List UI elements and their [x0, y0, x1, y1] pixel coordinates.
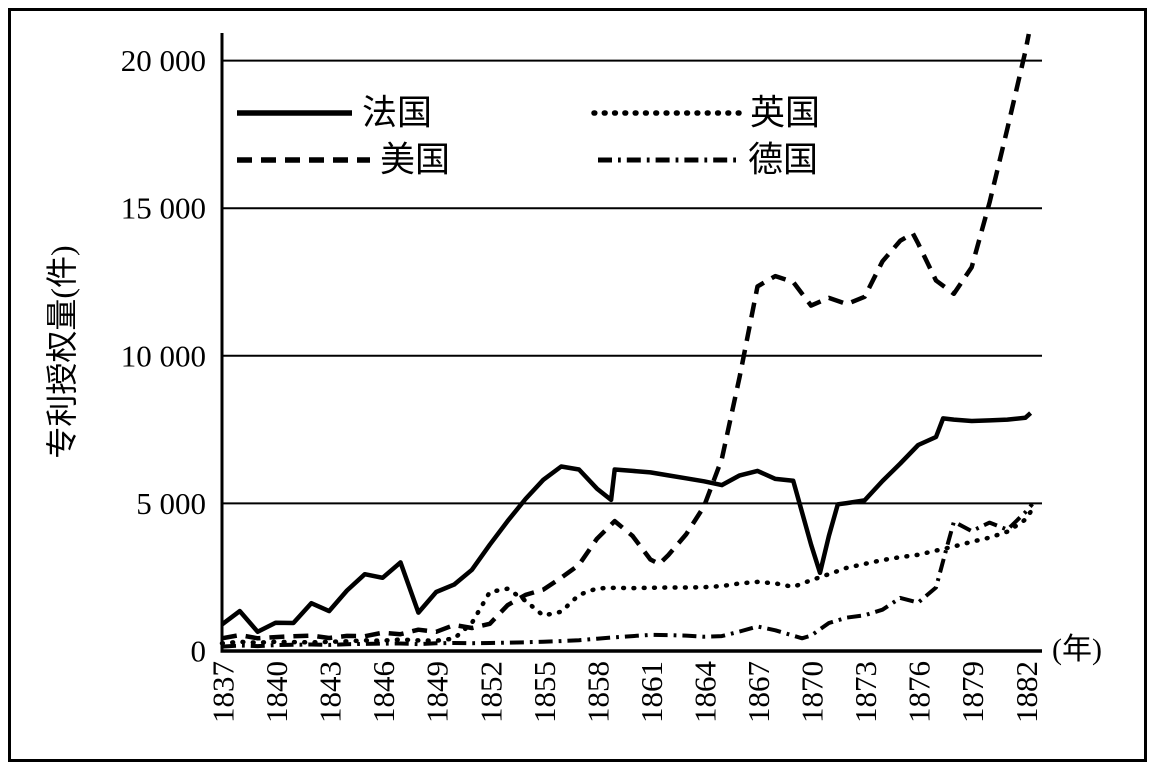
y-tick-label: 5 000	[136, 486, 206, 521]
legend-label: 英国	[750, 94, 820, 133]
x-tick-label: 1837	[206, 661, 241, 723]
x-tick-label: 1867	[741, 661, 776, 723]
x-tick-label: 1879	[955, 661, 990, 723]
x-tick-label: 1858	[580, 661, 615, 723]
x-tick-label: 1882	[1009, 661, 1044, 723]
x-tick-label: 1852	[473, 661, 508, 723]
y-axis-title: 专利授权量(件)	[44, 245, 80, 458]
x-axis-unit-label: (年)	[1052, 633, 1102, 666]
legend-label: 德国	[748, 141, 818, 180]
x-tick-label: 1864	[687, 661, 722, 724]
y-tick-labels: 0 5 000 10 000 15 000 20 000	[121, 43, 206, 668]
y-tick-label: 15 000	[121, 191, 206, 226]
x-tick-labels: 1837 1840 1843 1846 1849 1852 1855 1858 1861 1864…	[206, 661, 1044, 724]
series-line-dotted	[219, 507, 1035, 646]
series-line-solid	[220, 411, 1033, 635]
y-tick-label: 0	[191, 634, 207, 669]
gridlines	[222, 59, 1042, 505]
x-tick-label: 1843	[313, 661, 348, 723]
figure-border	[8, 8, 1147, 762]
series-line-dash-dot	[221, 502, 1034, 649]
series-lines	[219, 33, 1035, 649]
x-tick-label: 1873	[848, 661, 883, 723]
series-line-dashed	[221, 33, 1032, 641]
y-tick-label: 10 000	[121, 338, 206, 373]
legend-label: 美国	[380, 141, 450, 180]
x-tick-label: 1849	[420, 661, 455, 723]
x-tick-label: 1846	[366, 661, 401, 723]
x-tick-label: 1840	[259, 661, 294, 723]
x-tick-label: 1870	[795, 661, 830, 723]
x-tick-label: 1861	[634, 661, 669, 723]
legend-label: 法国	[362, 94, 432, 133]
y-tick-label: 20 000	[121, 43, 206, 78]
x-tick-label: 1876	[902, 661, 937, 723]
x-tick-label: 1855	[527, 661, 562, 723]
